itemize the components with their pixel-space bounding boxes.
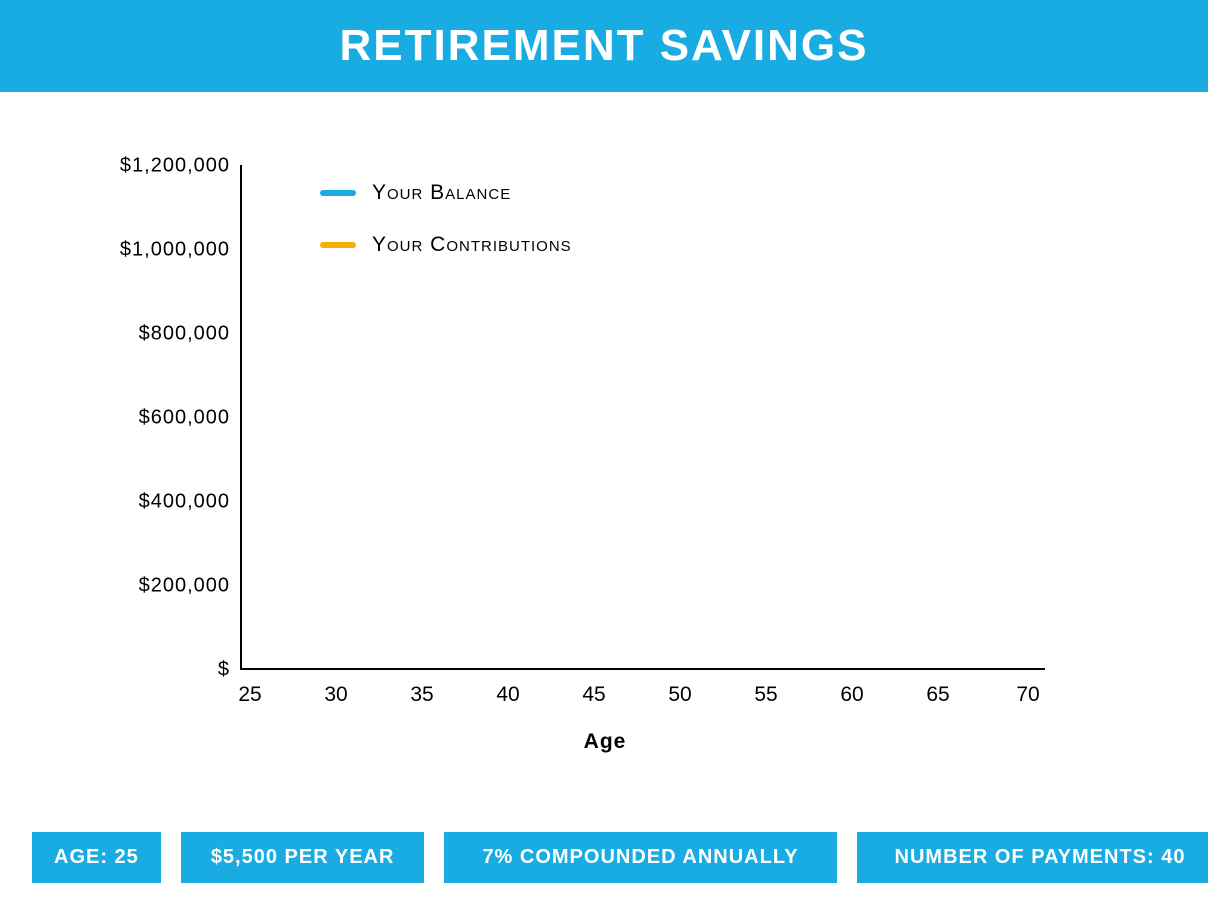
retirement-chart: $ $200,000 $400,000 $600,000 $800,000 $1… (120, 155, 1090, 775)
chart-legend: Your Balance Your Contributions (320, 181, 572, 285)
x-tick-50: 50 (668, 683, 691, 707)
page-title: RETIREMENT SAVINGS (339, 21, 868, 71)
x-tick-55: 55 (754, 683, 777, 707)
x-tick-65: 65 (926, 683, 949, 707)
x-tick-60: 60 (840, 683, 863, 707)
y-tick-4: $800,000 (139, 323, 230, 346)
legend-item-contributions: Your Contributions (320, 233, 572, 257)
y-tick-0: $ (218, 659, 230, 682)
y-tick-3: $600,000 (139, 407, 230, 430)
legend-label-balance: Your Balance (372, 181, 511, 205)
legend-item-balance: Your Balance (320, 181, 572, 205)
y-tick-1: $200,000 (139, 575, 230, 598)
x-axis-title: Age (584, 730, 627, 754)
footer-num-payments: NUMBER OF PAYMENTS: 40 (857, 832, 1208, 883)
footer-contribution: $5,500 PER YEAR (181, 832, 425, 883)
x-tick-35: 35 (410, 683, 433, 707)
legend-label-contributions: Your Contributions (372, 233, 572, 257)
footer-age: AGE: 25 (32, 832, 161, 883)
x-tick-45: 45 (582, 683, 605, 707)
y-tick-5: $1,000,000 (120, 239, 230, 262)
x-tick-40: 40 (496, 683, 519, 707)
x-tick-25: 25 (238, 683, 261, 707)
header: RETIREMENT SAVINGS (0, 0, 1208, 92)
x-tick-70: 70 (1016, 683, 1039, 707)
x-tick-30: 30 (324, 683, 347, 707)
footer: AGE: 25 $5,500 PER YEAR 7% COMPOUNDED AN… (32, 832, 1176, 883)
legend-swatch-balance (320, 190, 356, 196)
legend-swatch-contributions (320, 242, 356, 248)
footer-rate: 7% COMPOUNDED ANNUALLY (444, 832, 836, 883)
y-tick-6: $1,200,000 (120, 155, 230, 178)
y-tick-2: $400,000 (139, 491, 230, 514)
